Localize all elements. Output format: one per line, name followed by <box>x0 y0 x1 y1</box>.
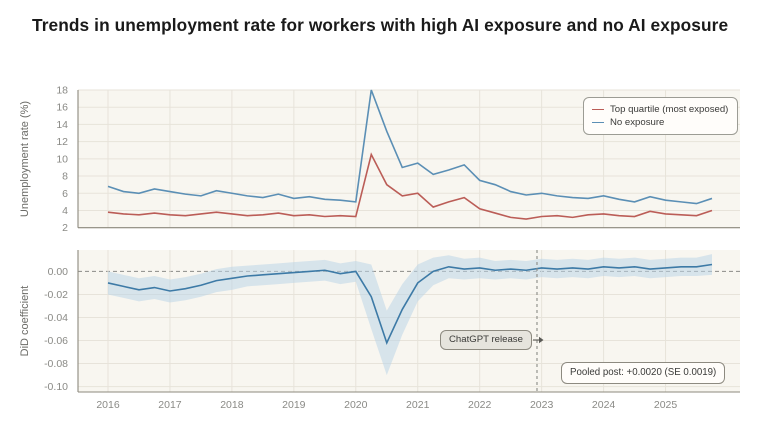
svg-text:2016: 2016 <box>96 399 120 411</box>
svg-text:-0.10: -0.10 <box>44 381 68 393</box>
svg-text:2022: 2022 <box>468 399 492 411</box>
svg-text:-0.04: -0.04 <box>44 312 68 324</box>
svg-text:2025: 2025 <box>654 399 678 411</box>
svg-text:18: 18 <box>56 85 68 97</box>
svg-text:16: 16 <box>56 102 68 114</box>
svg-text:2024: 2024 <box>592 399 616 411</box>
svg-text:14: 14 <box>56 119 68 131</box>
svg-text:2018: 2018 <box>220 399 244 411</box>
svg-text:-0.02: -0.02 <box>44 289 68 301</box>
svg-text:6: 6 <box>62 188 68 200</box>
svg-text:2017: 2017 <box>158 399 182 411</box>
svg-text:-0.08: -0.08 <box>44 358 68 370</box>
svg-text:12: 12 <box>56 136 68 148</box>
svg-text:2020: 2020 <box>344 399 368 411</box>
svg-text:2023: 2023 <box>530 399 554 411</box>
svg-text:8: 8 <box>62 171 68 183</box>
svg-text:2: 2 <box>62 222 68 234</box>
svg-text:2021: 2021 <box>406 399 430 411</box>
svg-text:0.00: 0.00 <box>48 266 69 278</box>
svg-text:4: 4 <box>62 205 68 217</box>
svg-text:10: 10 <box>56 153 68 165</box>
svg-text:-0.06: -0.06 <box>44 335 68 347</box>
svg-text:2019: 2019 <box>282 399 306 411</box>
